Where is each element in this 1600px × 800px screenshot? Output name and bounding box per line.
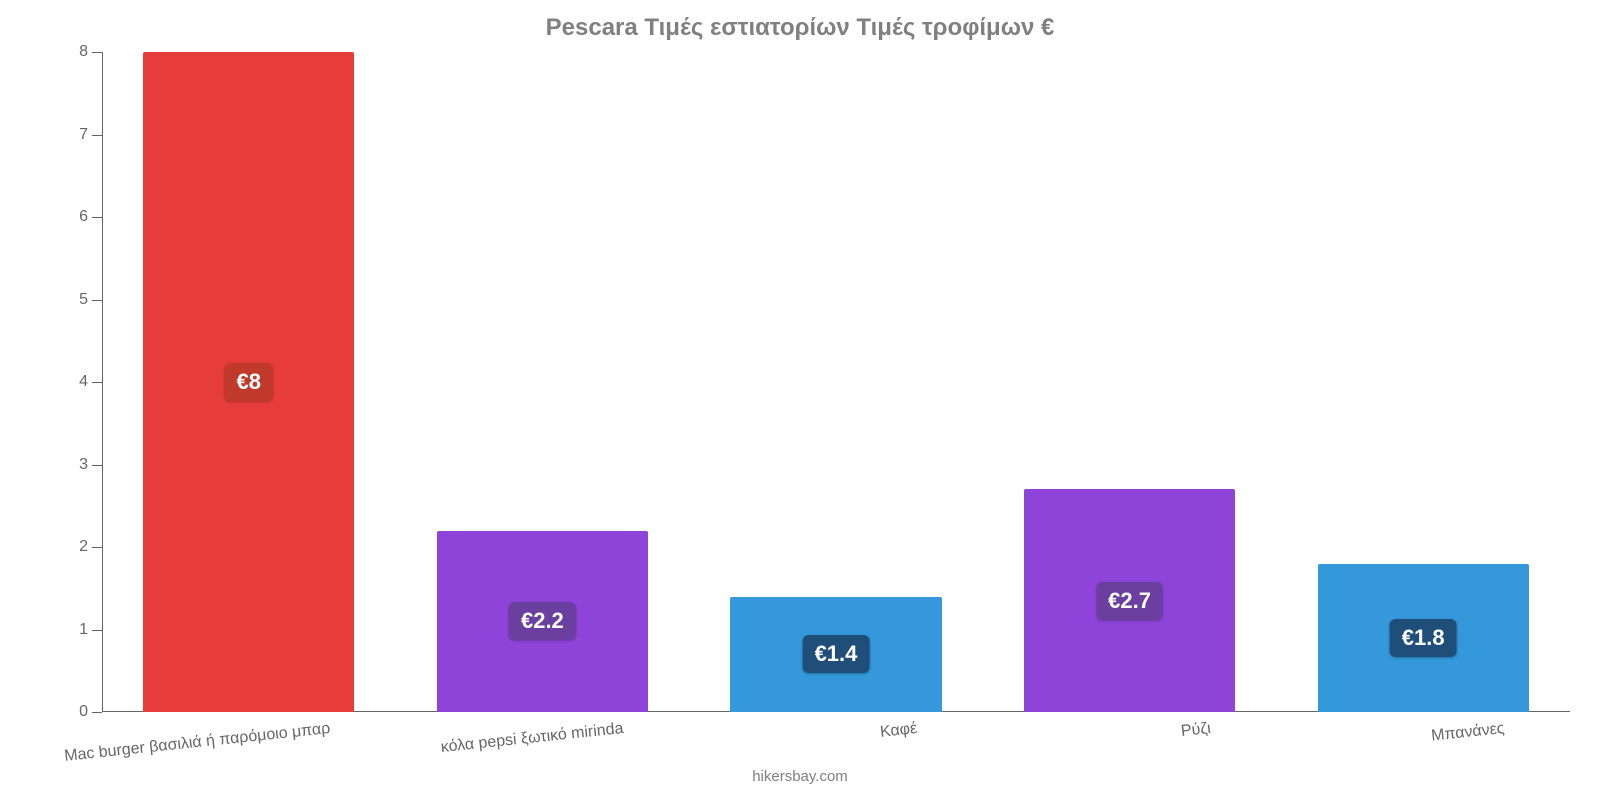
plot-area: €8€2.2€1.4€2.7€1.8 012345678Mac burger β… <box>102 52 1570 712</box>
y-tick-label: 6 <box>79 208 102 226</box>
x-tick-label: Ρύζι <box>1180 720 1211 741</box>
credit-text: hikersbay.com <box>752 768 848 785</box>
y-tick-label: 0 <box>79 703 102 721</box>
bar: €2.2 <box>437 531 648 713</box>
x-tick-label: κόλα pepsi ξωτικό mirinda <box>440 720 624 757</box>
bar: €1.8 <box>1318 564 1529 713</box>
bar: €1.4 <box>730 597 941 713</box>
y-tick-label: 2 <box>79 538 102 556</box>
price-bar-chart: Pescara Τιμές εστιατορίων Τιμές τροφίμων… <box>0 0 1600 800</box>
bar-value-label: €8 <box>225 363 273 401</box>
bar-value-label: €1.8 <box>1390 619 1457 657</box>
bar: €8 <box>143 52 354 712</box>
x-tick-label: Mac burger βασιλιά ή παρόμοιο μπαρ <box>63 720 331 766</box>
bar-value-label: €1.4 <box>803 635 870 673</box>
y-tick-label: 7 <box>79 126 102 144</box>
y-tick-label: 1 <box>79 621 102 639</box>
bar-value-label: €2.2 <box>509 602 576 640</box>
y-tick-label: 4 <box>79 373 102 391</box>
y-tick-label: 8 <box>79 43 102 61</box>
bars-container: €8 €2.2 €1.4 €2.7 €1.8 <box>102 52 1570 712</box>
y-tick-label: 5 <box>79 291 102 309</box>
x-tick-label: Μπανάνες <box>1430 720 1505 746</box>
bar: €2.7 <box>1024 489 1235 712</box>
bar-value-label: €2.7 <box>1096 582 1163 620</box>
x-tick-label: Καφέ <box>879 720 918 742</box>
y-tick-label: 3 <box>79 456 102 474</box>
chart-title: Pescara Τιμές εστιατορίων Τιμές τροφίμων… <box>0 0 1600 42</box>
